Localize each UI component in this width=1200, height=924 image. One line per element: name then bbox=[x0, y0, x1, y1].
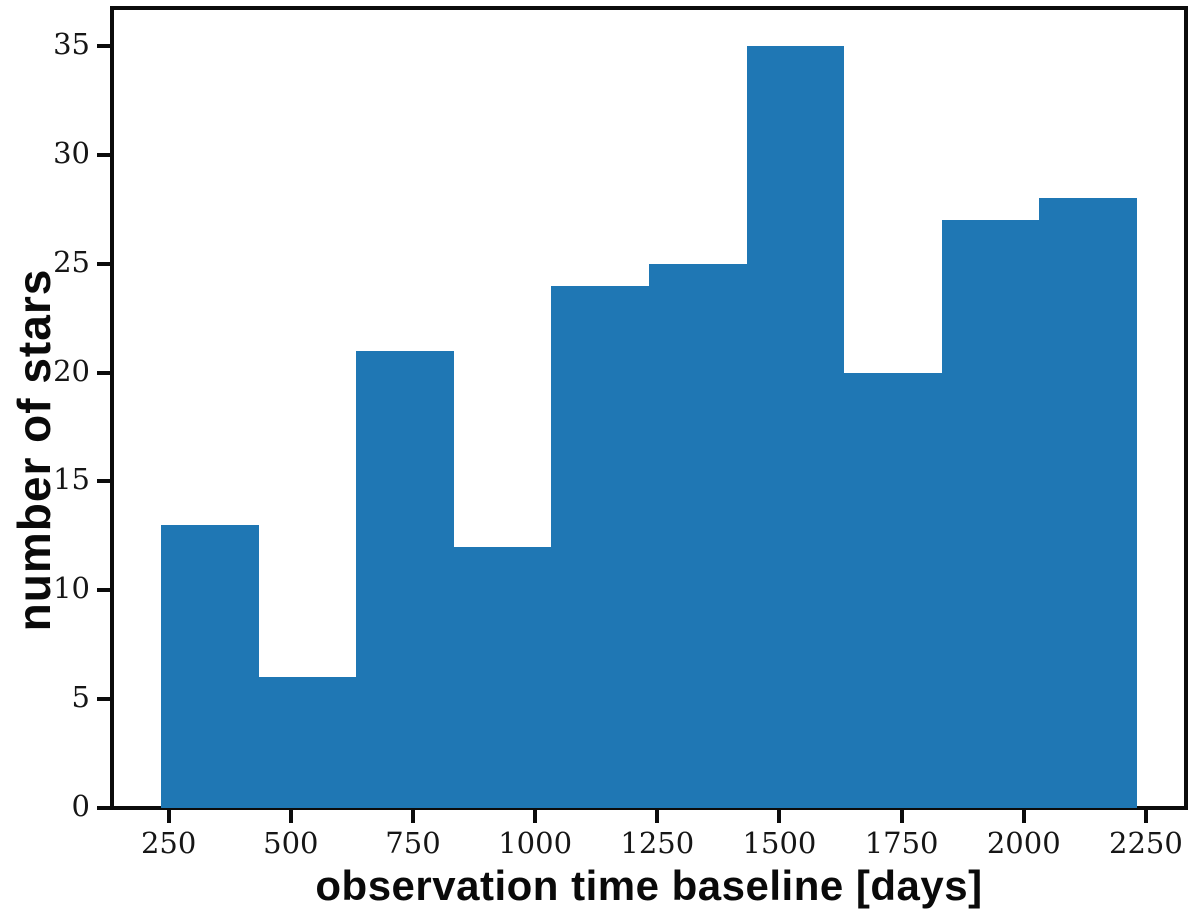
y-tick-label: 10 bbox=[53, 571, 90, 606]
y-tick-mark bbox=[97, 152, 110, 157]
histogram-bar bbox=[844, 372, 943, 808]
histogram-bar bbox=[356, 350, 455, 808]
x-tick-label: 500 bbox=[263, 826, 319, 860]
histogram-bar bbox=[746, 46, 845, 808]
x-tick-label: 1250 bbox=[620, 826, 695, 860]
y-tick-mark bbox=[97, 370, 110, 375]
y-tick-mark bbox=[97, 479, 110, 484]
histogram-bars-layer bbox=[112, 8, 1186, 808]
y-tick-label: 30 bbox=[53, 135, 90, 170]
x-tick-mark bbox=[288, 810, 293, 823]
y-axis-label: number of stars bbox=[8, 268, 60, 632]
x-tick-mark bbox=[899, 810, 904, 823]
x-tick-label: 2000 bbox=[986, 826, 1061, 860]
x-tick-mark bbox=[533, 810, 538, 823]
histogram-bar bbox=[160, 525, 259, 808]
histogram-bar bbox=[454, 546, 552, 808]
histogram-bar bbox=[942, 220, 1040, 808]
x-tick-label: 750 bbox=[385, 826, 441, 860]
histogram-bar bbox=[1039, 198, 1138, 808]
y-tick-label: 15 bbox=[53, 462, 90, 497]
x-tick-label: 2250 bbox=[1109, 826, 1183, 860]
histogram-bar bbox=[258, 677, 357, 808]
y-tick-label: 5 bbox=[71, 680, 90, 715]
y-tick-mark bbox=[97, 806, 110, 810]
histogram-bar bbox=[551, 285, 649, 808]
x-tick-mark bbox=[777, 810, 782, 823]
x-tick-label: 250 bbox=[140, 826, 197, 860]
x-tick-label: 1500 bbox=[742, 826, 817, 860]
x-tick-label: 1000 bbox=[498, 826, 573, 860]
y-tick-mark bbox=[97, 697, 110, 702]
y-tick-mark bbox=[97, 588, 110, 593]
histogram-bar bbox=[649, 263, 747, 808]
x-tick-mark bbox=[1143, 810, 1148, 823]
x-tick-mark bbox=[166, 810, 171, 823]
x-tick-mark bbox=[655, 810, 660, 823]
y-tick-mark bbox=[97, 261, 110, 266]
y-tick-label: 25 bbox=[53, 244, 90, 279]
y-tick-label: 0 bbox=[71, 789, 90, 823]
y-tick-label: 20 bbox=[53, 353, 90, 388]
x-axis-label: observation time baseline [days] bbox=[315, 862, 983, 909]
x-tick-label: 1750 bbox=[864, 826, 939, 860]
x-tick-mark bbox=[1021, 810, 1026, 823]
x-tick-mark bbox=[410, 810, 415, 823]
y-tick-label: 35 bbox=[53, 27, 90, 62]
y-tick-mark bbox=[97, 44, 110, 49]
